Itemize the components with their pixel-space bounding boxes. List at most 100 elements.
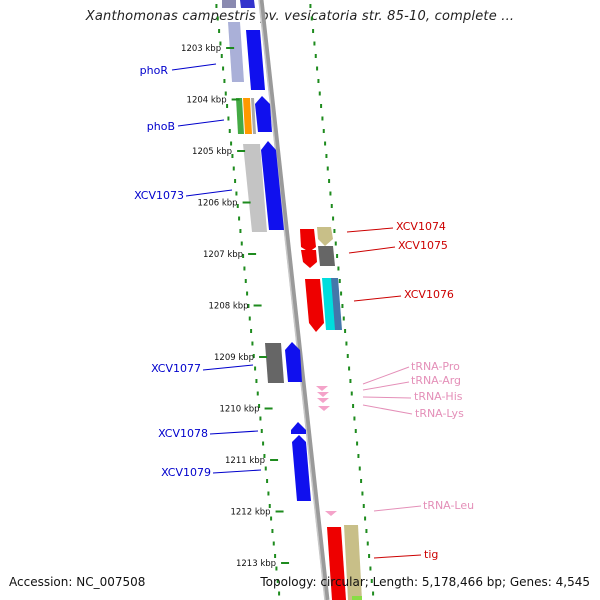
right-border-dot	[322, 129, 325, 133]
gene-feature-XCV1077	[285, 342, 302, 382]
left-border-dot	[236, 204, 239, 208]
left-gene-labels: phoR phoB XCV1073 XCV1077 XCV1078 XCV107…	[134, 64, 211, 479]
kbp-ticks: 1203 kbp 1204 kbp 1205 kbp 1206 kbp 1207 kbp…	[181, 44, 290, 569]
gene-feature-top-blue	[240, 0, 255, 8]
trna-marker-lys	[318, 406, 330, 411]
left-border-dot	[224, 91, 227, 96]
left-border-dot	[271, 529, 274, 533]
left-border-dot	[264, 466, 267, 471]
left-border-dot	[220, 54, 223, 58]
gene-label-XCV1075: XCV1075	[398, 239, 448, 252]
gene-feature-green	[236, 98, 244, 134]
left-border-dot	[215, 4, 218, 8]
left-border-dot	[263, 454, 266, 458]
gene-label-phoR: phoR	[140, 64, 169, 77]
gene-label-tRNA-Pro: tRNA-Pro	[411, 360, 460, 373]
left-border-dot	[251, 341, 254, 346]
left-border-dot	[239, 229, 242, 233]
left-border-dot	[272, 541, 275, 546]
gene-label-XCV1077: XCV1077	[151, 362, 201, 375]
right-border-dot	[357, 454, 360, 458]
trna-marker-arg	[317, 392, 329, 397]
right-border-dot	[316, 66, 319, 71]
right-border-dot	[309, 4, 312, 8]
left-border-dot	[238, 216, 241, 221]
right-border-dot	[372, 591, 375, 596]
left-border-dot	[230, 141, 233, 146]
left-border-dot	[232, 166, 235, 171]
trna-marker-leu	[325, 511, 337, 516]
right-border-dot	[370, 579, 373, 583]
right-border-dot	[313, 41, 316, 46]
left-border-dot	[244, 279, 247, 283]
dotted-track-borders	[215, 4, 375, 596]
left-border-dot	[276, 579, 279, 583]
left-border-dot	[240, 241, 243, 246]
left-border-dot	[275, 566, 278, 571]
gene-label-tRNA-His: tRNA-His	[414, 390, 463, 403]
kbp-tick-label: 1211 kbp	[225, 456, 265, 466]
right-border-dot	[340, 291, 343, 296]
trna-marker-his	[317, 398, 329, 403]
left-border-dot	[235, 191, 238, 196]
right-border-dot	[314, 54, 317, 58]
left-border-dot	[226, 104, 229, 108]
left-border-dot	[274, 554, 277, 558]
right-border-dot	[346, 354, 349, 358]
left-border-dot	[259, 416, 262, 421]
left-border-dot	[218, 29, 221, 33]
right-border-dot	[321, 116, 324, 121]
right-border-dot	[336, 254, 339, 258]
right-border-dot	[352, 404, 355, 408]
left-border-dot	[227, 116, 230, 121]
gene-feature-orange	[243, 98, 252, 134]
kbp-tick-label: 1206 kbp	[198, 199, 238, 209]
gene-label-tRNA-Lys: tRNA-Lys	[415, 407, 464, 420]
gene-feature-phoR	[246, 30, 265, 90]
trna-marker-pro	[316, 386, 328, 391]
right-border-dot	[364, 516, 367, 521]
right-border-dot	[350, 391, 353, 396]
left-border-dot	[248, 316, 251, 321]
gene-feature-top-grey	[222, 0, 236, 8]
left-border-dot	[255, 379, 258, 383]
accession-label: Accession: NC_007508	[9, 575, 146, 589]
left-border-dot	[266, 479, 269, 483]
left-border-dot	[268, 504, 271, 508]
right-border-dot	[354, 429, 357, 433]
left-border-dot	[250, 329, 253, 333]
kbp-tick-label: 1205 kbp	[192, 147, 232, 157]
left-border-dot	[228, 129, 231, 133]
right-border-dot	[353, 416, 356, 421]
gene-feature-XCV1076-red	[305, 279, 324, 332]
kbp-tick-label: 1204 kbp	[187, 96, 227, 106]
left-border-dot	[256, 391, 259, 396]
right-border-dot	[332, 216, 335, 221]
right-border-dot	[330, 204, 333, 208]
left-border-dot	[278, 591, 281, 596]
kbp-tick-label: 1207 kbp	[203, 250, 243, 260]
gene-label-tig: tig	[424, 548, 438, 561]
gene-feature-XCV1077-grey	[265, 343, 284, 383]
forward-features	[222, 0, 311, 501]
kbp-tick-label: 1203 kbp	[181, 44, 221, 54]
genome-summary: Topology: circular; Length: 5,178,466 bp…	[260, 575, 590, 589]
right-border-dot	[362, 504, 365, 508]
right-border-dot	[358, 466, 361, 471]
gene-feature-tig-olive	[344, 525, 362, 600]
right-border-dot	[365, 529, 368, 533]
right-border-dot	[320, 104, 323, 108]
right-border-dot	[366, 541, 369, 546]
right-border-dot	[337, 266, 340, 271]
gene-feature-XCV1075-grey	[318, 246, 335, 266]
right-border-dot	[325, 154, 328, 158]
gene-label-phoB: phoB	[147, 120, 175, 133]
right-gene-labels: XCV1074 XCV1075 XCV1076 tRNA-Pro tRNA-Ar…	[396, 220, 474, 561]
left-border-dot	[223, 79, 226, 83]
gene-feature-tig	[327, 527, 346, 600]
gene-label-XCV1073: XCV1073	[134, 189, 184, 202]
map-title: Xanthomonas campestris pv. vesicatoria s…	[85, 9, 515, 24]
left-border-dot	[247, 304, 250, 308]
right-border-dot	[345, 341, 348, 346]
right-border-dot	[310, 16, 313, 21]
